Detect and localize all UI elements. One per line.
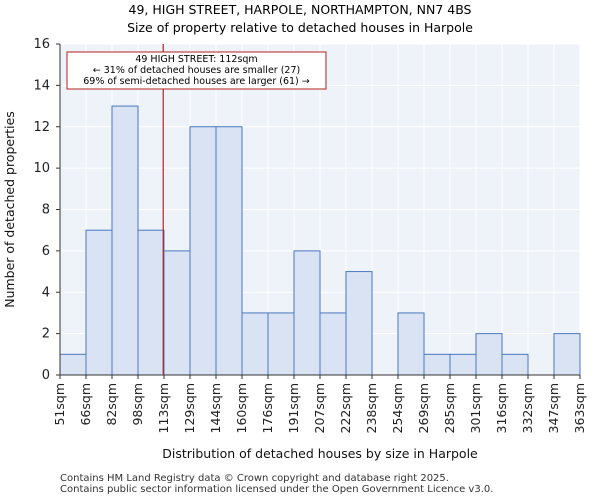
histogram-bar (137, 229, 165, 376)
histogram-bar (241, 312, 269, 376)
x-tick-label: 98sqm (130, 383, 145, 426)
histogram-bar (293, 250, 321, 376)
x-tick-label: 332sqm (520, 383, 535, 433)
histogram-bar (553, 333, 581, 376)
y-tick-label: 16 (33, 37, 50, 52)
histogram-bar (397, 312, 425, 376)
histogram-bar (423, 353, 451, 376)
y-tick-label: 6 (42, 244, 50, 259)
y-axis-label: Number of detached properties (2, 111, 17, 308)
annotation-line-3: 69% of semi-detached houses are larger (… (83, 76, 310, 87)
x-tick-label: 66sqm (78, 383, 93, 426)
y-tick-label: 14 (33, 78, 50, 93)
footer-copyright: Contains HM Land Registry data © Crown c… (60, 473, 449, 484)
histogram-bar (215, 126, 243, 376)
x-tick-label: 51sqm (52, 383, 67, 426)
x-tick-label: 191sqm (286, 383, 301, 433)
y-tick-label: 4 (42, 285, 50, 300)
x-axis-label: Distribution of detached houses by size … (162, 446, 478, 461)
histogram-bar (189, 126, 217, 376)
footer-licence: Contains public sector information licen… (60, 484, 494, 495)
x-tick-label: 160sqm (234, 383, 249, 433)
x-tick-label: 316sqm (494, 383, 509, 433)
x-tick-label: 113sqm (156, 383, 171, 433)
histogram-bar (59, 353, 87, 376)
histogram-bar (345, 271, 373, 376)
x-tick-label: 238sqm (364, 383, 379, 433)
x-tick-label: 176sqm (260, 383, 275, 433)
y-tick-label: 2 (42, 327, 50, 342)
y-tick-label: 12 (33, 120, 50, 135)
chart-title: 49, HIGH STREET, HARPOLE, NORTHAMPTON, N… (128, 2, 472, 17)
annotation-line-1: 49 HIGH STREET: 112sqm (135, 54, 257, 65)
histogram-bar (85, 229, 113, 376)
histogram-bar (501, 353, 529, 376)
x-tick-label: 254sqm (390, 383, 405, 433)
x-tick-label: 207sqm (312, 383, 327, 433)
chart-subtitle: Size of property relative to detached ho… (127, 20, 473, 35)
y-tick-label: 8 (42, 203, 50, 218)
y-tick-label: 10 (33, 161, 50, 176)
x-tick-label: 269sqm (416, 383, 431, 433)
x-tick-label: 82sqm (104, 383, 119, 426)
x-tick-label: 285sqm (442, 383, 457, 433)
x-tick-label: 222sqm (338, 383, 353, 433)
histogram-bar (449, 353, 477, 376)
annotation-box (66, 51, 327, 90)
annotation-line-2: ← 31% of detached houses are smaller (27… (93, 65, 300, 76)
x-tick-label: 301sqm (468, 383, 483, 433)
x-tick-label: 144sqm (208, 383, 223, 433)
histogram-bar (267, 312, 295, 376)
histogram-bar (319, 312, 347, 376)
histogram-bar (163, 250, 191, 376)
y-tick-label: 0 (42, 368, 50, 383)
histogram-bar (111, 105, 139, 376)
histogram-bar (475, 333, 503, 376)
x-tick-label: 363sqm (572, 383, 587, 433)
histogram-chart: 0 2 4 6 8 10 12 14 16 51sqm 66sqm 82sqm 98sqm 113sqm 1… (2, 37, 587, 461)
x-tick-label: 129sqm (182, 383, 197, 433)
x-tick-label: 347sqm (546, 383, 561, 433)
